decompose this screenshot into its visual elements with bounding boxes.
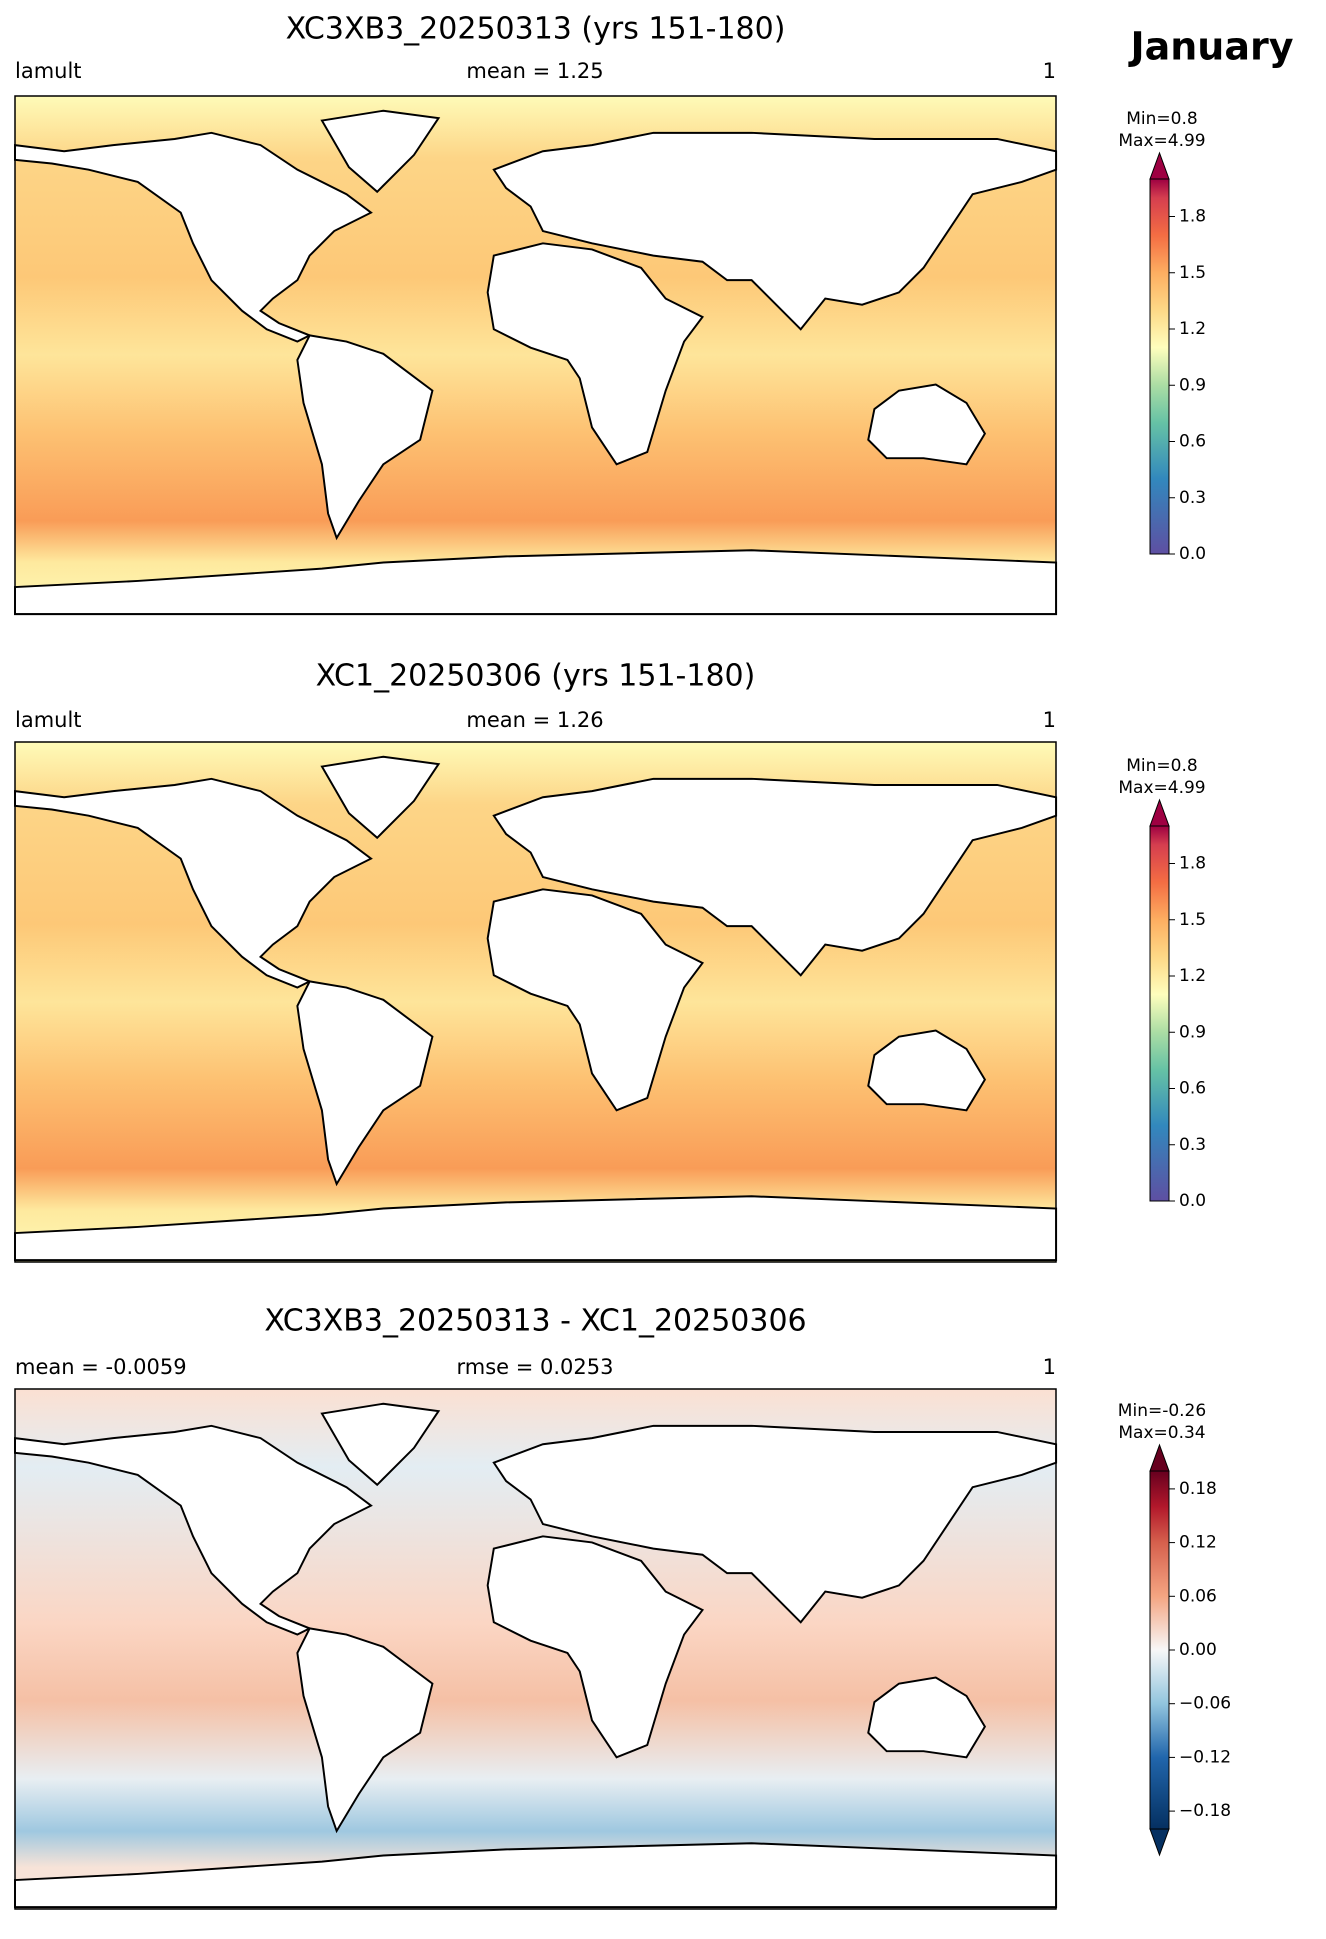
colorbar-extend <box>1149 151 1170 180</box>
map-frame <box>14 741 1057 1263</box>
colorbar-tick-label: 1.8 <box>1179 854 1206 874</box>
colorbar-tick-label: 0.0 <box>1179 1191 1206 1211</box>
colorbar <box>1149 178 1170 555</box>
colorbar-extend <box>1149 1443 1170 1472</box>
colorbar <box>1149 825 1170 1202</box>
colorbar-tick-label: 1.5 <box>1179 263 1206 283</box>
colorbar-tick-label: 1.8 <box>1179 207 1206 227</box>
panel-title: XC3XB3_20250313 - XC1_20250306 <box>264 1304 806 1339</box>
map-frame <box>14 95 1057 615</box>
left-label: lamult <box>15 708 82 732</box>
colorbar-tick-label: 0.0 <box>1179 544 1206 564</box>
min-label: Min=0.8 <box>1126 109 1197 129</box>
right-label: 1 <box>1043 1355 1056 1379</box>
max-label: Max=0.34 <box>1118 1423 1205 1443</box>
colorbar-tick-label: −0.18 <box>1179 1801 1231 1821</box>
colorbar-tick-label: 0.3 <box>1179 1135 1206 1155</box>
center-label: rmse = 0.0253 <box>456 1355 613 1379</box>
colorbar-tick-label: 0.9 <box>1179 1022 1206 1042</box>
colorbar-tick-label: 0.6 <box>1179 1079 1206 1099</box>
map-frame <box>14 1388 1057 1910</box>
min-label: Min=-0.26 <box>1118 1401 1206 1421</box>
left-label: mean = -0.0059 <box>15 1355 187 1379</box>
center-label: mean = 1.25 <box>466 59 603 83</box>
max-label: Max=4.99 <box>1118 131 1205 151</box>
colorbar-tick-label: 0.12 <box>1179 1533 1217 1553</box>
colorbar-extend <box>1149 1828 1170 1857</box>
colorbar-tick-label: 1.5 <box>1179 910 1206 930</box>
min-label: Min=0.8 <box>1126 756 1197 776</box>
colorbar-tick-label: −0.06 <box>1179 1694 1231 1714</box>
colorbar-tick-label: 0.18 <box>1179 1479 1217 1499</box>
colorbar-tick-label: 0.9 <box>1179 375 1206 395</box>
colorbar-tick-label: 0.6 <box>1179 432 1206 452</box>
colorbar-tick-label: −0.12 <box>1179 1747 1231 1767</box>
colorbar <box>1149 1470 1170 1830</box>
panel-title: XC3XB3_20250313 (yrs 151-180) <box>286 12 786 47</box>
colorbar-tick-label: 0.06 <box>1179 1586 1217 1606</box>
colorbar-tick-label: 1.2 <box>1179 966 1206 986</box>
center-label: mean = 1.26 <box>466 708 603 732</box>
colorbar-tick-label: 0.00 <box>1179 1640 1217 1660</box>
colorbar-extend <box>1149 798 1170 827</box>
max-label: Max=4.99 <box>1118 778 1205 798</box>
right-label: 1 <box>1043 708 1056 732</box>
right-label: 1 <box>1043 59 1056 83</box>
panel-title: XC1_20250306 (yrs 151-180) <box>316 659 756 694</box>
colorbar-tick-label: 1.2 <box>1179 319 1206 339</box>
figure-title: January <box>1127 25 1293 69</box>
colorbar-tick-label: 0.3 <box>1179 488 1206 508</box>
left-label: lamult <box>15 59 82 83</box>
